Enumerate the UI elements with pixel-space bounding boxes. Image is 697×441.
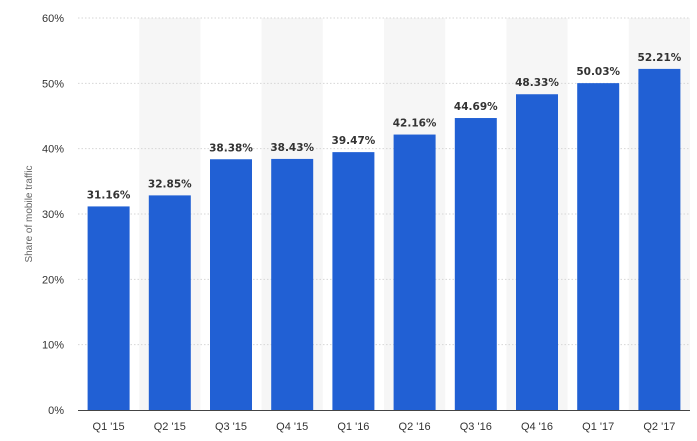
y-axis-title: Share of mobile traffic <box>24 165 35 262</box>
x-tick-label: Q2 '15 <box>154 421 186 433</box>
data-label: 50.03% <box>576 66 620 78</box>
data-label: 52.21% <box>638 52 682 64</box>
bar <box>577 83 620 411</box>
data-label: 42.16% <box>393 118 437 130</box>
data-label: 39.47% <box>332 135 376 147</box>
data-label: 48.33% <box>515 77 559 89</box>
bar <box>271 158 314 410</box>
bar <box>516 94 558 410</box>
y-tick-label: 50% <box>42 78 64 90</box>
x-tick-label: Q2 '17 <box>643 421 675 433</box>
x-tick-label: Q1 '15 <box>93 421 125 433</box>
bar <box>332 152 375 410</box>
y-tick-label: 20% <box>42 274 64 286</box>
bar <box>393 134 436 410</box>
x-tick-label: Q2 '16 <box>399 421 431 433</box>
data-label: 44.69% <box>454 101 498 113</box>
y-tick-label: 30% <box>42 209 64 221</box>
data-label: 38.43% <box>270 142 314 154</box>
x-tick-label: Q3 '15 <box>215 421 247 433</box>
bars <box>87 68 681 411</box>
x-axis-ticks: Q1 '15 Q2 '15 Q3 '15 Q4 '15 Q1 '16 Q2 '16 Q3 '… <box>93 421 676 433</box>
bar <box>210 159 252 410</box>
bar <box>148 195 191 410</box>
y-tick-label: 60% <box>42 13 64 25</box>
x-tick-label: Q1 '16 <box>337 421 369 433</box>
bar <box>638 68 681 411</box>
x-tick-label: Q4 '15 <box>276 421 308 433</box>
data-label: 31.16% <box>87 189 131 201</box>
y-tick-label: 10% <box>42 340 64 352</box>
x-tick-label: Q1 '17 <box>582 421 614 433</box>
y-tick-label: 40% <box>42 144 64 156</box>
data-label: 38.38% <box>209 142 253 154</box>
x-tick-label: Q4 '16 <box>521 421 553 433</box>
y-axis-ticks: 0% 10% 20% 30% 40% 50% 60% <box>42 13 64 417</box>
bar <box>454 118 497 410</box>
bar <box>87 206 130 410</box>
data-labels: 31.16% 32.85% 38.38% 38.43% 39.47% 42.16% 44.6… <box>87 52 682 202</box>
data-label: 32.85% <box>148 178 192 190</box>
y-tick-label: 0% <box>48 405 64 417</box>
x-tick-label: Q3 '16 <box>460 421 492 433</box>
